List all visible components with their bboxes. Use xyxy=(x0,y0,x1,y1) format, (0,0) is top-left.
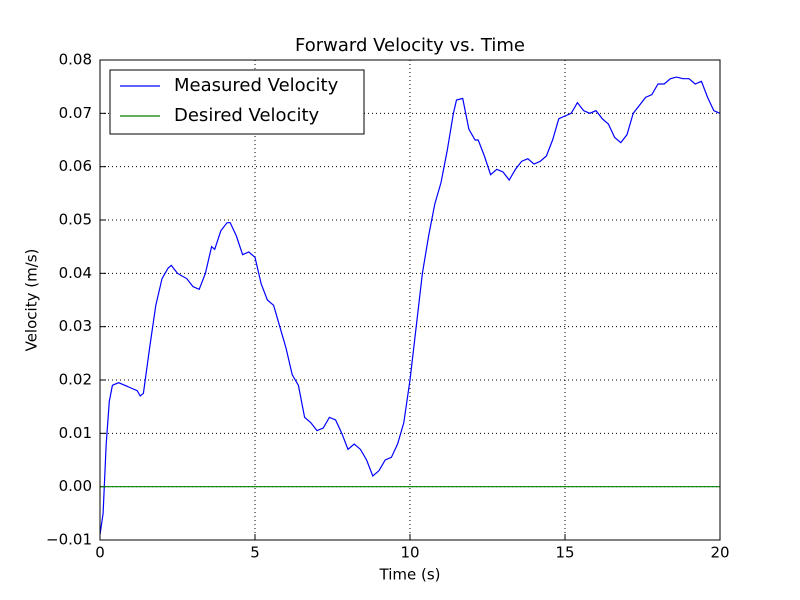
legend-label: Desired Velocity xyxy=(174,105,319,126)
x-tick-label: 15 xyxy=(555,544,574,562)
x-tick-label: 5 xyxy=(250,544,260,562)
x-tick-label: 20 xyxy=(710,544,729,562)
y-tick-label: 0.05 xyxy=(59,211,92,229)
chart-title: Forward Velocity vs. Time xyxy=(295,35,525,56)
y-tick-label: 0.06 xyxy=(59,157,92,175)
y-tick-label: −0.01 xyxy=(46,531,92,549)
y-axis-label: Velocity (m/s) xyxy=(23,249,41,352)
y-tick-label: 0.01 xyxy=(59,424,92,442)
y-tick-label: 0.08 xyxy=(59,51,92,69)
y-tick-label: 0.07 xyxy=(59,104,92,122)
y-tick-label: 0.03 xyxy=(59,317,92,335)
series-line xyxy=(99,76,721,535)
legend-label: Measured Velocity xyxy=(174,75,339,96)
y-tick-label: 0.00 xyxy=(59,477,92,495)
y-tick-label: 0.02 xyxy=(59,371,92,389)
x-tick-label: 10 xyxy=(400,544,419,562)
y-tick-label: 0.04 xyxy=(59,264,92,282)
plot-frame xyxy=(99,59,721,541)
x-axis-label: Time (s) xyxy=(379,566,441,584)
x-tick-label: 0 xyxy=(95,544,105,562)
legend-box xyxy=(109,69,365,135)
